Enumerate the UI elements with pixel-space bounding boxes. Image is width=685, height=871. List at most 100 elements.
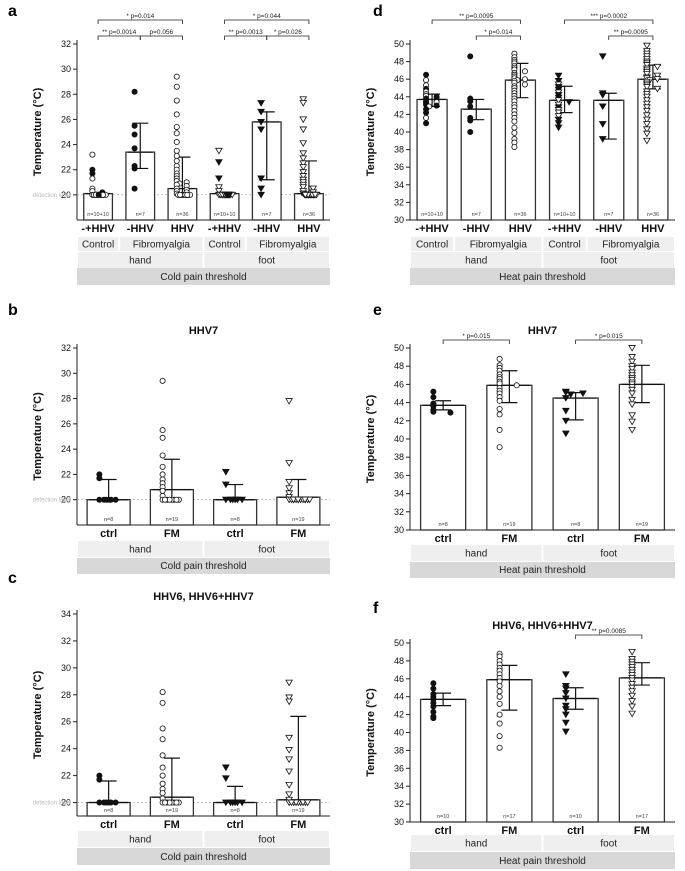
data-point — [89, 170, 96, 177]
significance-bracket — [139, 35, 183, 40]
location-box — [411, 835, 542, 851]
y-tick-label: 36 — [394, 162, 404, 172]
x-tick-label: -+HHV — [548, 223, 582, 235]
data-point — [643, 70, 651, 78]
data-point — [215, 147, 223, 155]
data-point — [628, 418, 637, 426]
data-point — [496, 720, 503, 727]
condition-label: Heat pain threshold — [499, 856, 586, 867]
y-tick-label: 30 — [394, 525, 404, 535]
data-point — [173, 799, 180, 806]
data-point — [554, 78, 563, 85]
panel-b: b HHV7 20 22 24 26 28 30 32 Temperature (°C) detec… — [8, 302, 330, 574]
bar — [548, 99, 581, 221]
y-tick-label: 44 — [394, 92, 404, 102]
data-point — [561, 706, 570, 713]
data-point — [285, 485, 294, 493]
data-point — [131, 185, 138, 192]
y-tick-label: 50 — [394, 638, 404, 648]
location-label: hand — [465, 549, 487, 560]
data-point — [173, 157, 180, 164]
data-point — [173, 139, 180, 146]
data-point — [643, 121, 651, 128]
data-point — [561, 690, 570, 697]
n-label: n=19 — [292, 517, 304, 523]
n-label: n=36 — [514, 212, 526, 218]
data-point — [566, 391, 575, 399]
panel-letter: b — [8, 302, 18, 319]
location-box — [204, 831, 329, 847]
data-point — [173, 83, 180, 90]
location-box — [78, 541, 203, 557]
data-point — [643, 62, 651, 69]
panel-letter: a — [8, 3, 17, 20]
data-point — [467, 117, 474, 124]
data-point — [554, 72, 563, 80]
data-point — [628, 386, 637, 394]
data-point — [257, 108, 265, 116]
data-point — [628, 354, 637, 361]
data-point — [159, 699, 166, 706]
x-tick-label: FM — [164, 528, 180, 540]
y-tick-label: 26 — [61, 419, 71, 429]
data-point — [511, 143, 518, 150]
y-tick-label: 32 — [61, 343, 71, 353]
condition-label: Heat pain threshold — [499, 272, 586, 283]
y-axis-label: Temperature (°C) — [365, 394, 377, 483]
chart-title: HHV6, HHV6+HHV7 — [492, 620, 593, 632]
significance-bracket — [97, 19, 183, 24]
data-point — [511, 124, 518, 131]
condition-box — [410, 562, 675, 578]
x-tick-label: FM — [290, 528, 306, 540]
significance-bracket — [224, 35, 268, 40]
data-point — [628, 358, 637, 366]
condition-label: Heat pain threshold — [499, 565, 586, 576]
bar — [486, 384, 533, 531]
data-point — [628, 401, 637, 409]
x-tick-label: HHV — [641, 223, 665, 235]
y-tick-label: 20 — [61, 495, 71, 505]
data-point — [184, 191, 191, 198]
bar — [618, 383, 666, 531]
y-tick-label: 50 — [394, 39, 404, 49]
condition-label: Cold pain threshold — [160, 852, 246, 863]
data-point — [221, 468, 230, 476]
y-tick-label: 40 — [394, 434, 404, 444]
bar — [637, 78, 669, 221]
data-point — [159, 790, 166, 797]
n-label: n=19 — [166, 808, 178, 814]
n-label: n=17 — [503, 814, 515, 820]
y-tick-label: 44 — [394, 692, 404, 702]
data-point — [628, 692, 637, 700]
data-point — [159, 689, 166, 696]
n-label: n=36 — [303, 212, 315, 218]
data-point — [301, 191, 310, 199]
y-tick-label: 42 — [394, 109, 404, 119]
data-point — [89, 151, 96, 158]
data-point — [598, 92, 607, 99]
data-point — [299, 155, 308, 163]
p-value-label: p=0.056 — [149, 29, 173, 36]
location-box — [78, 252, 203, 268]
location-box — [411, 252, 542, 268]
data-point — [96, 776, 103, 783]
y-tick-label: 30 — [394, 817, 404, 827]
n-label: n=19 — [636, 522, 648, 528]
data-point — [285, 398, 294, 405]
data-point — [173, 496, 180, 503]
data-point — [628, 345, 637, 352]
group-box — [246, 237, 329, 251]
data-point — [299, 160, 308, 168]
data-point — [159, 780, 166, 787]
data-point — [628, 681, 637, 688]
data-point — [496, 693, 503, 700]
bar — [504, 79, 537, 221]
data-point — [513, 382, 520, 389]
x-tick-label: ctrl — [435, 533, 452, 545]
location-box — [204, 541, 329, 557]
data-point — [561, 671, 570, 678]
data-point — [643, 104, 651, 112]
significance-bracket — [431, 19, 521, 24]
chart-title: HHV6, HHV6+HHV7 — [153, 591, 254, 603]
data-point — [131, 122, 138, 129]
